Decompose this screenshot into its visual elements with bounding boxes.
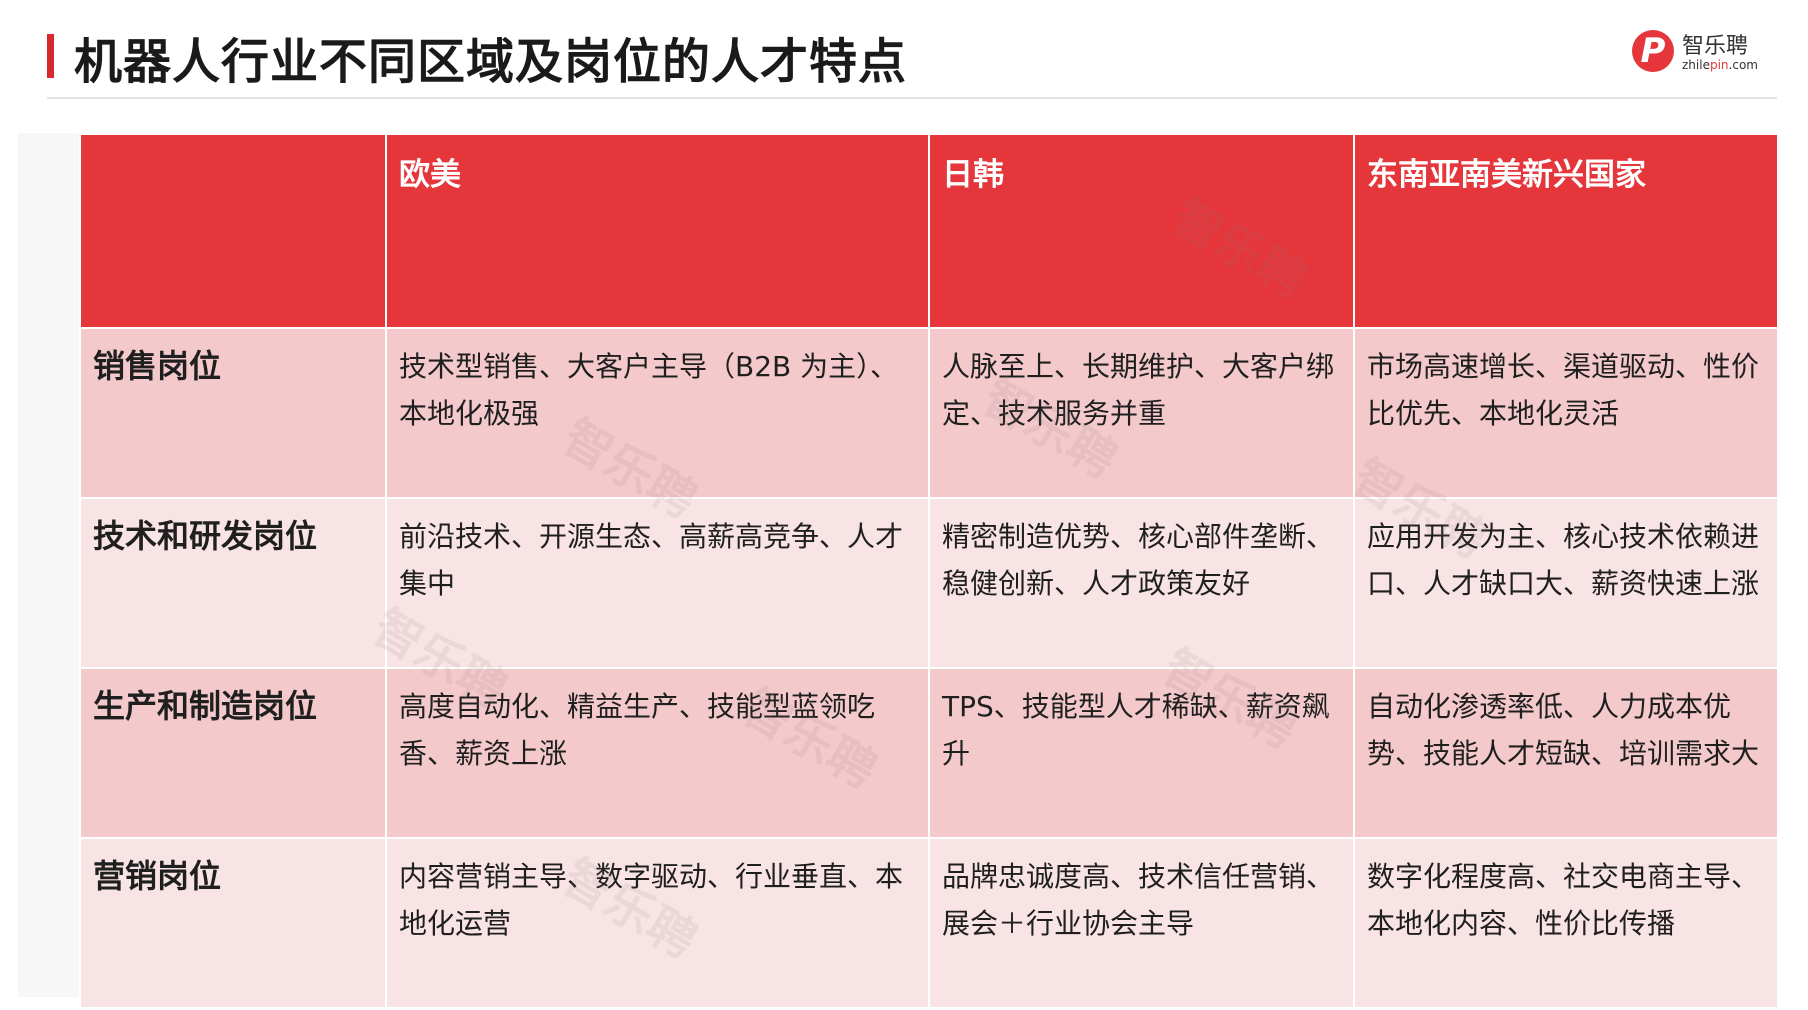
table-cell: TPS、技能型人才稀缺、薪资飙升 [928, 667, 1355, 839]
header-cell: 日韩 [928, 133, 1355, 329]
logo-text: 智乐聘 [1682, 34, 1749, 59]
table-cell: 高度自动化、精益生产、技能型蓝领吃香、薪资上涨 [385, 667, 930, 839]
table-cell: 精密制造优势、核心部件垄断、稳健创新、人才政策友好 [928, 497, 1355, 669]
logo-url: zhilepin.com [1682, 58, 1758, 72]
row-label: 生产和制造岗位 [79, 667, 387, 839]
table-cell: 市场高速增长、渠道驱动、性价比优先、本地化灵活 [1353, 327, 1779, 499]
side-strip [18, 133, 79, 997]
header-row: 欧美 日韩 东南亚南美新兴国家 [79, 133, 1779, 329]
talent-table: 欧美 日韩 东南亚南美新兴国家 销售岗位 技术型销售、大客户主导（B2B 为主）… [79, 133, 1779, 1009]
table-cell: 前沿技术、开源生态、高薪高竞争、人才集中 [385, 497, 930, 669]
table-cell: 自动化渗透率低、人力成本优势、技能人才短缺、培训需求大 [1353, 667, 1779, 839]
table-cell: 应用开发为主、核心技术依赖进口、人才缺口大、薪资快速上涨 [1353, 497, 1779, 669]
logo: P 智乐聘 zhilepin.com [1632, 28, 1782, 78]
row-label: 营销岗位 [79, 837, 387, 1009]
table-row: 生产和制造岗位 高度自动化、精益生产、技能型蓝领吃香、薪资上涨 TPS、技能型人… [79, 667, 1779, 839]
title-accent-bar [47, 34, 54, 78]
row-label: 销售岗位 [79, 327, 387, 499]
table-row: 营销岗位 内容营销主导、数字驱动、行业垂直、本地化运营 品牌忠诚度高、技术信任营… [79, 837, 1779, 1009]
table-cell: 品牌忠诚度高、技术信任营销、展会＋行业协会主导 [928, 837, 1355, 1009]
table-cell: 数字化程度高、社交电商主导、本地化内容、性价比传播 [1353, 837, 1779, 1009]
header-cell [79, 133, 387, 329]
title-divider [47, 97, 1777, 99]
row-label: 技术和研发岗位 [79, 497, 387, 669]
table-cell: 内容营销主导、数字驱动、行业垂直、本地化运营 [385, 837, 930, 1009]
table-row: 技术和研发岗位 前沿技术、开源生态、高薪高竞争、人才集中 精密制造优势、核心部件… [79, 497, 1779, 669]
table-cell: 人脉至上、长期维护、大客户绑定、技术服务并重 [928, 327, 1355, 499]
header-cell: 东南亚南美新兴国家 [1353, 133, 1779, 329]
header-cell: 欧美 [385, 133, 930, 329]
logo-mark-icon: P [1632, 30, 1674, 72]
table-row: 销售岗位 技术型销售、大客户主导（B2B 为主）、本地化极强 人脉至上、长期维护… [79, 327, 1779, 499]
page-title: 机器人行业不同区域及岗位的人才特点 [74, 34, 908, 90]
table-cell: 技术型销售、大客户主导（B2B 为主）、本地化极强 [385, 327, 930, 499]
